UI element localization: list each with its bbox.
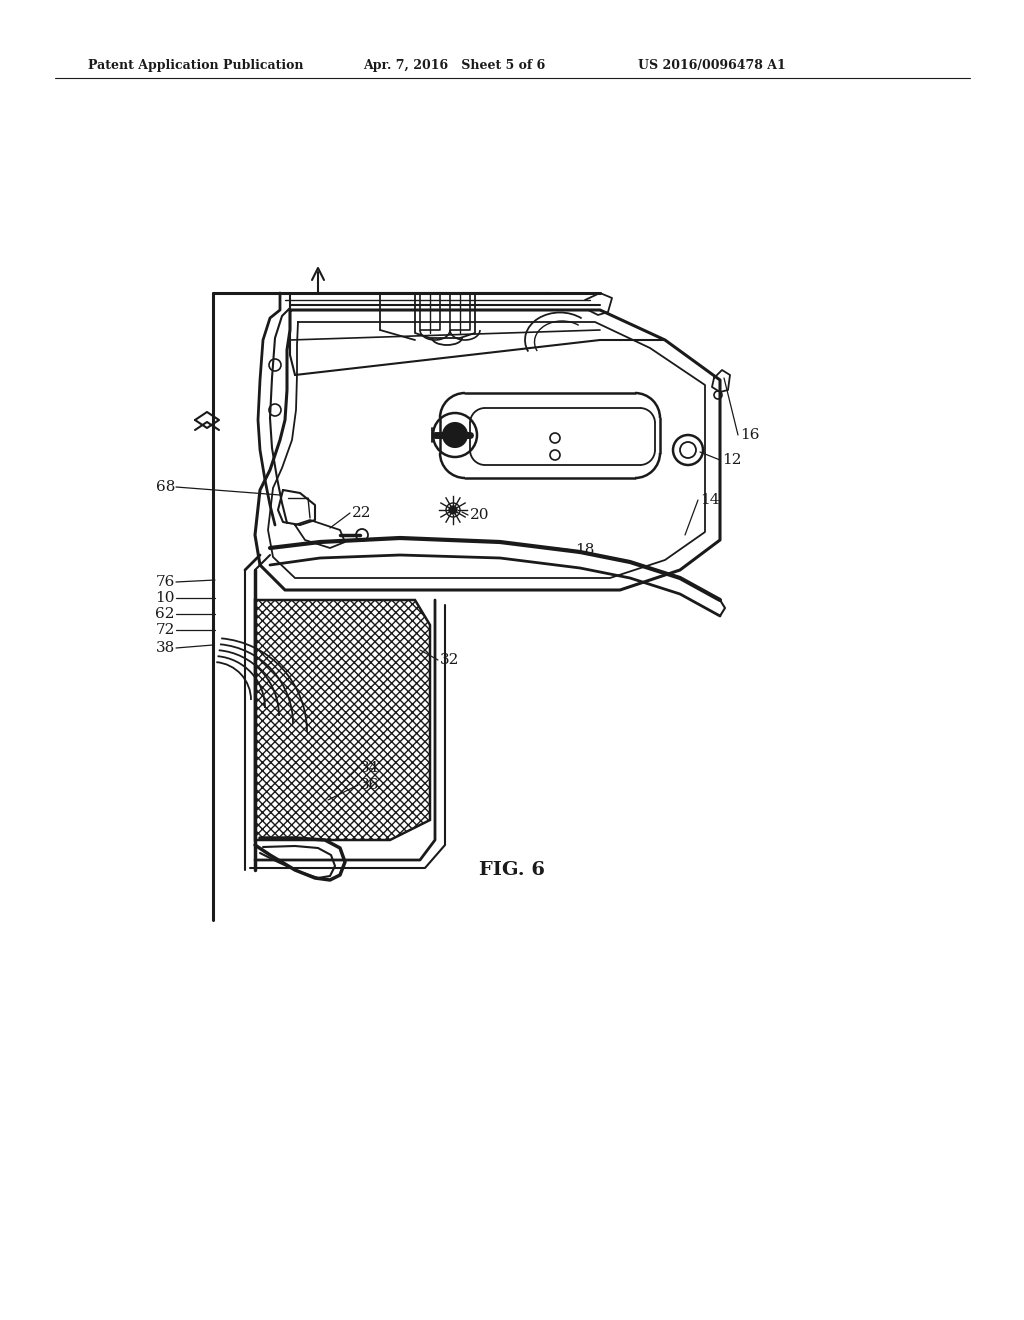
Circle shape <box>443 422 467 447</box>
Text: 18: 18 <box>575 543 594 557</box>
Text: 14: 14 <box>700 492 720 507</box>
Text: 38: 38 <box>156 642 175 655</box>
Text: Apr. 7, 2016   Sheet 5 of 6: Apr. 7, 2016 Sheet 5 of 6 <box>362 59 545 73</box>
Text: 20: 20 <box>470 508 489 521</box>
Text: 16: 16 <box>740 428 760 442</box>
Text: 68: 68 <box>156 480 175 494</box>
Circle shape <box>449 506 457 513</box>
Text: 22: 22 <box>352 506 372 520</box>
Text: 32: 32 <box>440 653 460 667</box>
Text: Patent Application Publication: Patent Application Publication <box>88 59 303 73</box>
Text: 72: 72 <box>156 623 175 638</box>
Text: 76: 76 <box>156 576 175 589</box>
Text: 10: 10 <box>156 591 175 605</box>
Text: 62: 62 <box>156 607 175 620</box>
Text: FIG. 6: FIG. 6 <box>479 861 545 879</box>
Text: 34: 34 <box>360 762 379 775</box>
Text: US 2016/0096478 A1: US 2016/0096478 A1 <box>638 59 785 73</box>
Text: 12: 12 <box>722 453 741 467</box>
Text: 36: 36 <box>360 777 379 792</box>
